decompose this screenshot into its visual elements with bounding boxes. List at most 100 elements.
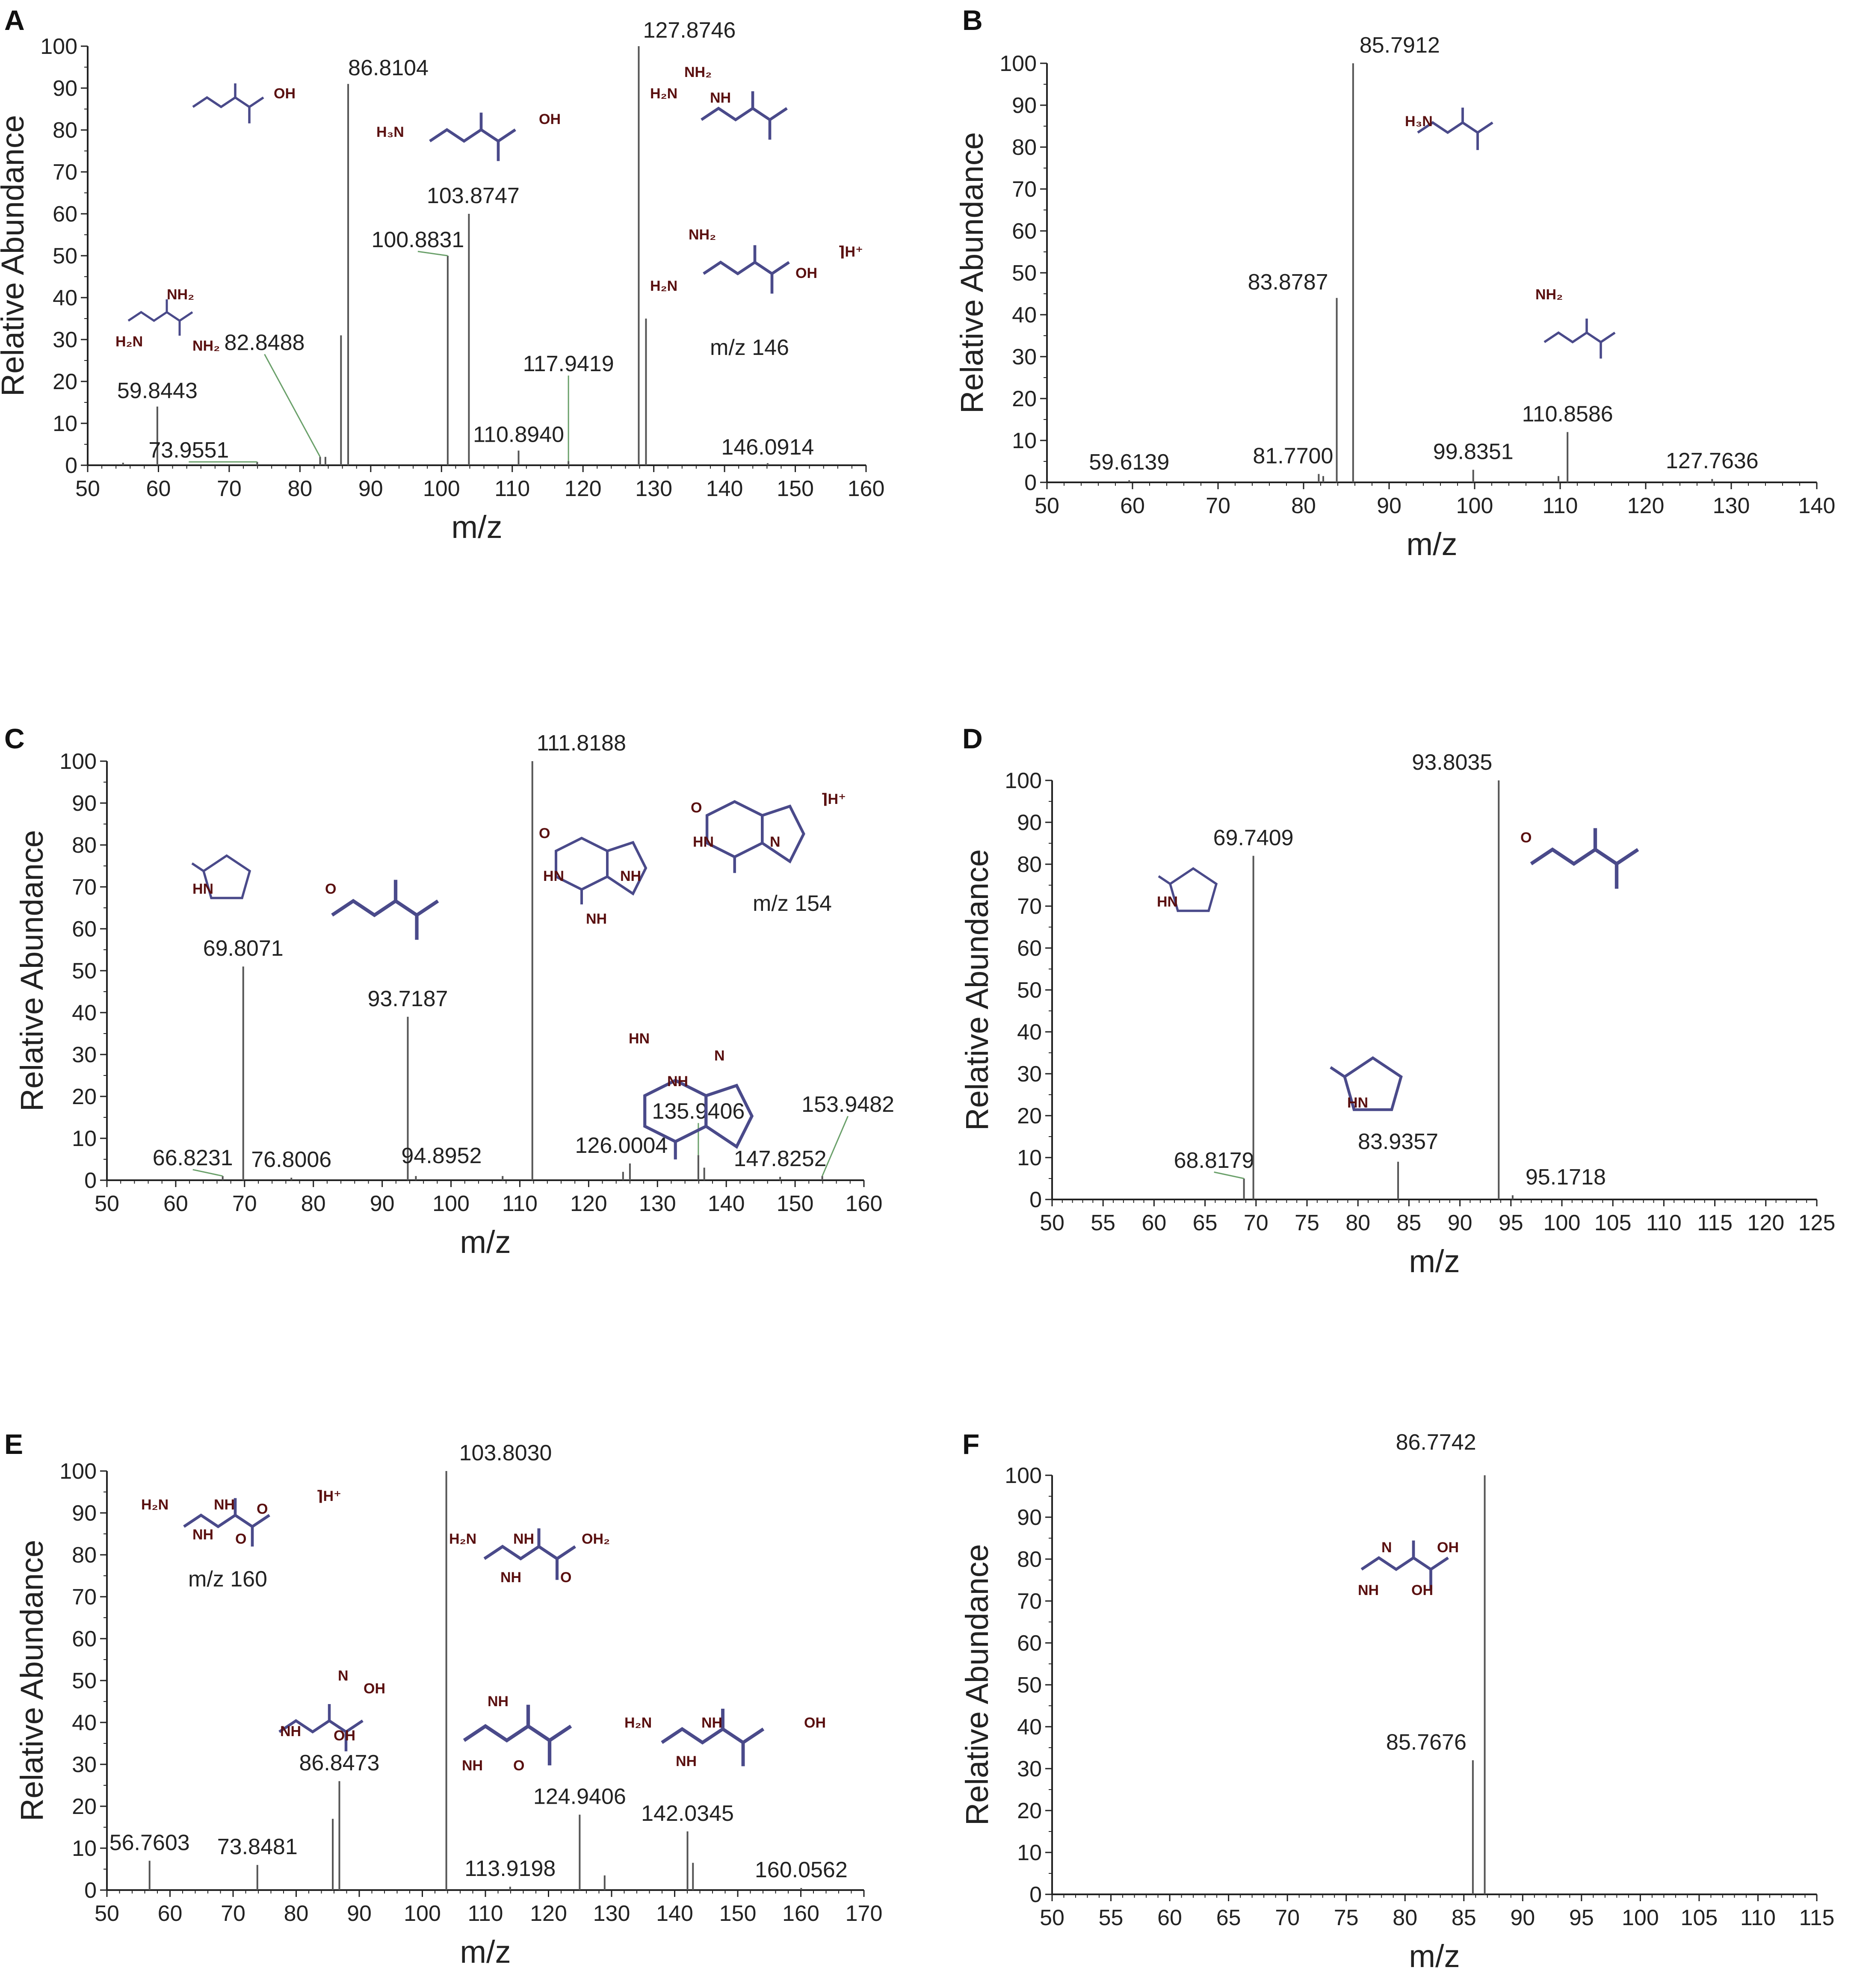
x-tick-label: 115	[1697, 1211, 1733, 1235]
x-tick-label: 70	[221, 1901, 245, 1926]
peak-label: 83.8787	[1248, 270, 1328, 295]
x-tick-label: 60	[1120, 493, 1145, 518]
structure-atom-label: ⌉H⁺	[316, 1488, 341, 1504]
y-tick-label: 50	[1017, 978, 1042, 1003]
y-tick-label: 70	[1012, 177, 1037, 202]
structure-atom-label: NH₂	[167, 287, 194, 303]
y-tick-label: 40	[72, 1001, 97, 1025]
chemical-structure-icon: O HN N ⌉H⁺	[691, 791, 846, 873]
y-tick-label: 100	[1005, 1463, 1042, 1488]
x-tick-label: 80	[1345, 1211, 1370, 1235]
x-tick-label: 150	[719, 1901, 757, 1926]
chemical-structure-icon: O	[1520, 828, 1638, 889]
y-tick-label: 50	[72, 1669, 97, 1693]
peak-label: 69.7409	[1213, 825, 1294, 850]
y-axis-label: Relative Abundance	[14, 1540, 50, 1821]
precursor-annotation: m/z 160	[188, 1567, 267, 1592]
x-tick-label: 50	[75, 476, 100, 501]
structure-atom-label: HN	[1347, 1095, 1368, 1111]
x-tick-label: 100	[423, 476, 460, 501]
panel-letter: C	[4, 723, 25, 754]
x-tick-label: 90	[1448, 1211, 1473, 1235]
peak-label: 85.7676	[1386, 1730, 1467, 1755]
structure-atom-label: O	[513, 1758, 524, 1774]
structure-atom-label: NH	[620, 868, 641, 884]
x-tick-label: 50	[95, 1191, 119, 1216]
y-tick-label: 70	[72, 875, 97, 900]
peak-label: 99.8351	[1433, 440, 1514, 464]
y-tick-label: 80	[1012, 135, 1037, 160]
x-tick-label: 110	[1740, 1905, 1776, 1930]
x-tick-label: 110	[494, 476, 530, 501]
x-tick-label: 60	[146, 476, 171, 501]
peak-label: 93.7187	[367, 987, 448, 1011]
y-tick-label: 60	[1012, 219, 1037, 244]
y-tick-label: 40	[53, 286, 77, 310]
structure-atom-label: NH	[513, 1531, 534, 1547]
peak-label: 142.0345	[641, 1801, 734, 1826]
structure-atom-label: NH	[701, 1715, 722, 1731]
y-tick-label: 60	[53, 202, 77, 227]
x-tick-label: 120	[570, 1191, 607, 1216]
peak-leader-line	[417, 251, 448, 257]
panel-b: B 0 10 20 30 40 50 60 70 80 90 100 50 60 70 80 90 100 110 1…	[954, 4, 1835, 562]
x-tick-label: 55	[1099, 1905, 1124, 1930]
y-tick-label: 30	[1017, 1062, 1042, 1087]
peak-label: 56.7603	[109, 1830, 190, 1855]
y-tick-label: 30	[72, 1752, 97, 1777]
structure-atom-label: OH	[804, 1715, 826, 1731]
structure-atom-label: H₃N	[1405, 113, 1433, 130]
structure-atom-label: O	[691, 800, 702, 816]
x-tick-label: 160	[848, 476, 885, 501]
y-tick-label: 60	[1017, 1631, 1042, 1656]
structure-atom-label: N	[714, 1048, 725, 1064]
y-tick-label: 60	[72, 917, 97, 942]
x-axis-label: m/z	[460, 1224, 511, 1260]
x-tick-label: 85	[1452, 1905, 1476, 1930]
structure-atom-label: NH	[710, 90, 731, 106]
peak-label: 86.8473	[299, 1751, 380, 1775]
peak-label: 85.7912	[1360, 33, 1440, 58]
chemical-structure-icon: NH₂ H₂N NH₂	[115, 287, 220, 354]
y-tick-label: 90	[72, 791, 97, 816]
x-tick-label: 140	[1798, 493, 1836, 518]
y-tick-label: 40	[1017, 1715, 1042, 1740]
y-tick-label: 20	[1012, 387, 1037, 411]
x-tick-label: 130	[639, 1191, 676, 1216]
structure-atom-label: HN	[693, 834, 714, 850]
structure-atom-label: H₂N	[624, 1715, 652, 1731]
x-tick-label: 85	[1396, 1211, 1421, 1235]
peak-label: 110.8586	[1522, 402, 1613, 426]
peak-label: 69.8071	[203, 936, 284, 961]
x-tick-label: 75	[1334, 1905, 1359, 1930]
y-tick-label: 50	[72, 959, 97, 984]
structure-atom-label: HN	[543, 868, 564, 884]
x-tick-label: 95	[1569, 1905, 1594, 1930]
x-tick-label: 120	[1627, 493, 1665, 518]
structure-atom-label: NH₂	[1535, 287, 1563, 303]
structure-atom-label: OH	[274, 86, 296, 102]
x-tick-label: 125	[1798, 1211, 1836, 1235]
y-tick-label: 10	[1017, 1840, 1042, 1865]
structure-atom-label: HN	[1157, 894, 1178, 910]
structure-atom-label: NH	[586, 911, 607, 927]
y-tick-label: 40	[72, 1710, 97, 1735]
x-tick-label: 50	[95, 1901, 119, 1926]
panel-letter: B	[962, 4, 983, 36]
structure-atom-label: O	[539, 825, 550, 842]
x-axis-label: m/z	[1409, 1938, 1460, 1974]
y-tick-label: 0	[1024, 470, 1037, 495]
x-tick-label: 60	[1157, 1905, 1182, 1930]
peak-label: 103.8030	[459, 1441, 552, 1465]
precursor-annotation: m/z 146	[710, 335, 789, 360]
x-tick-label: 60	[1141, 1211, 1166, 1235]
x-tick-label: 80	[287, 476, 312, 501]
y-tick-label: 100	[59, 1459, 97, 1484]
structure-atom-label: NH	[500, 1569, 521, 1586]
x-tick-label: 90	[347, 1901, 372, 1926]
x-tick-label: 50	[1035, 493, 1059, 518]
x-tick-label: 140	[706, 476, 743, 501]
peak-label: 66.8231	[153, 1146, 233, 1170]
x-axis-label: m/z	[451, 509, 502, 545]
peak-label: 153.9482	[801, 1092, 894, 1117]
